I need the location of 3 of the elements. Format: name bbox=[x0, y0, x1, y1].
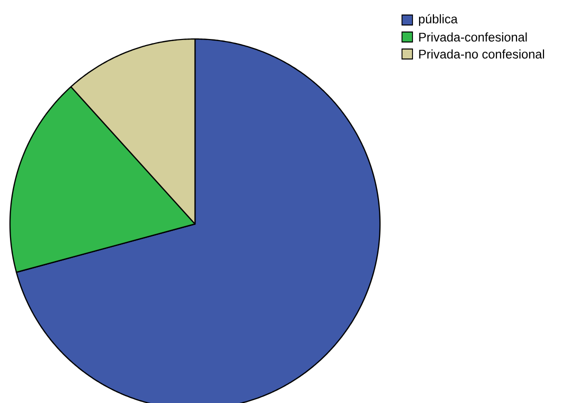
legend-label: Privada-confesional bbox=[419, 32, 527, 42]
legend-label: Privada-no confesional bbox=[419, 49, 544, 59]
legend-label: pública bbox=[419, 14, 458, 26]
